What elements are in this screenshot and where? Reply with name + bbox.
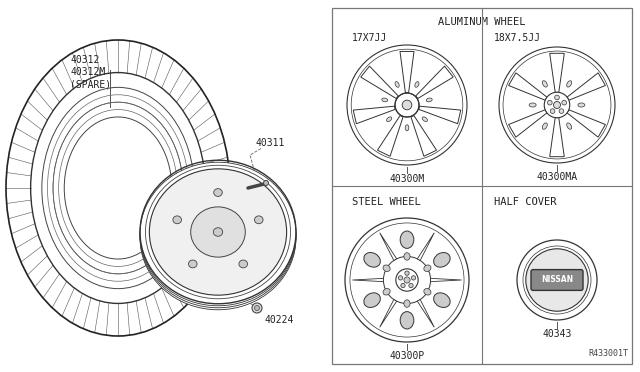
Polygon shape (431, 278, 461, 282)
Text: 40300MA: 40300MA (536, 172, 577, 182)
Ellipse shape (405, 125, 409, 131)
Polygon shape (550, 118, 564, 157)
Ellipse shape (578, 103, 585, 107)
Ellipse shape (383, 289, 390, 295)
Polygon shape (550, 53, 564, 92)
Polygon shape (419, 106, 461, 124)
Ellipse shape (382, 98, 388, 102)
Ellipse shape (140, 164, 296, 308)
Text: R433001T: R433001T (588, 349, 628, 358)
Circle shape (554, 102, 561, 109)
Text: ALUMINUM WHEEL: ALUMINUM WHEEL (438, 17, 525, 27)
Ellipse shape (424, 289, 431, 295)
Ellipse shape (424, 265, 431, 272)
Circle shape (252, 303, 262, 313)
Text: HALF COVER: HALF COVER (494, 197, 557, 207)
Polygon shape (400, 51, 414, 93)
Circle shape (559, 109, 564, 113)
Polygon shape (417, 233, 435, 260)
Text: 40312
40312M
(SPARE): 40312 40312M (SPARE) (70, 55, 111, 90)
Circle shape (404, 277, 410, 283)
Circle shape (395, 93, 419, 117)
Circle shape (547, 100, 552, 105)
Circle shape (264, 180, 269, 186)
Circle shape (412, 276, 415, 280)
Circle shape (383, 256, 431, 304)
Polygon shape (380, 299, 397, 327)
Circle shape (562, 100, 566, 105)
Circle shape (345, 218, 469, 342)
Bar (332, 8, 632, 364)
Text: 40300P: 40300P (148, 190, 183, 200)
Polygon shape (353, 278, 383, 282)
Ellipse shape (400, 312, 414, 329)
Ellipse shape (566, 123, 572, 129)
Text: 40311: 40311 (255, 138, 284, 148)
Ellipse shape (426, 98, 432, 102)
Ellipse shape (140, 166, 296, 310)
Ellipse shape (434, 293, 450, 308)
Circle shape (517, 240, 597, 320)
Ellipse shape (173, 216, 182, 224)
Ellipse shape (64, 117, 172, 259)
Text: STEEL WHEEL: STEEL WHEEL (352, 197, 420, 207)
Circle shape (544, 92, 570, 118)
Polygon shape (567, 73, 605, 100)
Polygon shape (380, 233, 397, 260)
Ellipse shape (189, 260, 197, 268)
Text: 40343: 40343 (542, 329, 572, 339)
Ellipse shape (149, 169, 287, 295)
Ellipse shape (364, 293, 380, 308)
Polygon shape (417, 299, 435, 327)
Ellipse shape (239, 260, 248, 268)
Polygon shape (411, 116, 436, 156)
Ellipse shape (395, 81, 399, 87)
Circle shape (402, 100, 412, 110)
Circle shape (255, 305, 259, 311)
Ellipse shape (387, 117, 392, 122)
Ellipse shape (434, 253, 450, 267)
Ellipse shape (383, 265, 390, 272)
Ellipse shape (191, 207, 245, 257)
Ellipse shape (400, 231, 414, 248)
Ellipse shape (415, 81, 419, 87)
FancyBboxPatch shape (531, 270, 583, 291)
Circle shape (401, 283, 405, 288)
Ellipse shape (422, 117, 428, 122)
Circle shape (409, 283, 413, 288)
Circle shape (526, 249, 588, 311)
Polygon shape (353, 106, 395, 124)
Polygon shape (509, 110, 547, 137)
Ellipse shape (6, 40, 230, 336)
Circle shape (396, 269, 418, 291)
Ellipse shape (542, 123, 547, 129)
Ellipse shape (542, 81, 547, 87)
Circle shape (555, 95, 559, 100)
Polygon shape (509, 73, 547, 100)
Text: 40300P: 40300P (389, 351, 424, 361)
Polygon shape (567, 110, 605, 137)
Ellipse shape (566, 81, 572, 87)
Ellipse shape (255, 216, 263, 224)
Ellipse shape (404, 300, 410, 307)
Ellipse shape (529, 103, 536, 107)
Ellipse shape (213, 228, 223, 236)
Ellipse shape (140, 162, 296, 306)
Circle shape (550, 109, 555, 113)
Ellipse shape (404, 253, 410, 260)
Text: 40224: 40224 (265, 315, 294, 325)
Circle shape (405, 271, 409, 275)
Polygon shape (416, 66, 453, 99)
Text: 18X7.5JJ: 18X7.5JJ (494, 33, 541, 43)
Ellipse shape (214, 189, 222, 196)
Circle shape (347, 45, 467, 165)
Text: 40300M: 40300M (389, 174, 424, 184)
Text: NISSAN: NISSAN (541, 276, 573, 285)
Circle shape (398, 276, 403, 280)
Text: 17X7JJ: 17X7JJ (352, 33, 387, 43)
Polygon shape (361, 66, 398, 99)
Polygon shape (378, 116, 403, 156)
Circle shape (499, 47, 615, 163)
Ellipse shape (364, 253, 380, 267)
